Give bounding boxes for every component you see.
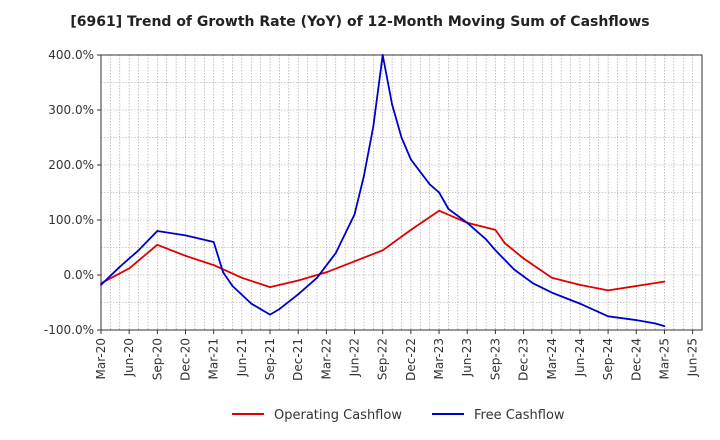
data-point xyxy=(663,280,666,283)
data-point xyxy=(212,264,215,266)
data-point xyxy=(269,286,271,288)
x-tick-label: Dec-21 xyxy=(291,338,305,381)
y-tick-label: 400.0% xyxy=(48,48,94,62)
data-point xyxy=(532,282,534,285)
data-point xyxy=(316,276,318,279)
data-point xyxy=(607,289,609,292)
x-tick-label: Sep-20 xyxy=(150,338,164,380)
x-tick-label: Dec-22 xyxy=(404,338,418,381)
data-point xyxy=(579,302,581,305)
legend-layer: Operating Cashflow Free Cashflow xyxy=(232,408,565,423)
series-line-operating-cashflow xyxy=(100,209,665,292)
grid-layer xyxy=(101,54,702,331)
data-point xyxy=(325,271,328,274)
data-point xyxy=(513,268,516,271)
x-tick-label: Mar-24 xyxy=(545,338,559,379)
chart-title: [6961] Trend of Growth Rate (YoY) of 12-… xyxy=(70,14,650,30)
data-point xyxy=(579,284,581,286)
data-point xyxy=(334,252,337,254)
data-point xyxy=(663,325,666,327)
x-tick-label: Mar-23 xyxy=(432,338,446,379)
x-tick-label: Jun-21 xyxy=(235,338,249,377)
data-point xyxy=(363,175,365,177)
data-point xyxy=(391,103,393,106)
data-point xyxy=(250,302,253,305)
legend-label: Free Cashflow xyxy=(474,408,565,423)
x-tick-label: Jun-24 xyxy=(573,338,587,377)
data-point xyxy=(635,285,638,287)
data-point xyxy=(438,209,440,212)
x-tick-label: Sep-22 xyxy=(376,338,390,380)
data-point xyxy=(184,234,187,237)
data-point xyxy=(550,291,553,294)
data-point xyxy=(372,125,375,128)
data-point xyxy=(222,271,225,274)
data-point xyxy=(400,136,403,139)
data-point xyxy=(494,229,497,231)
data-point xyxy=(381,249,384,252)
y-tick-label: 300.0% xyxy=(48,103,94,117)
data-point xyxy=(128,267,131,270)
data-point xyxy=(550,276,553,279)
y-tick-label: -100.0% xyxy=(44,323,94,337)
x-tick-label: Sep-21 xyxy=(263,338,277,380)
data-point xyxy=(503,242,506,245)
data-point xyxy=(410,158,412,161)
data-point xyxy=(438,191,440,194)
data-point xyxy=(212,241,215,243)
data-point xyxy=(100,284,102,286)
x-tick-label: Jun-20 xyxy=(122,338,136,377)
data-point xyxy=(428,183,431,186)
x-tick-label: Jun-25 xyxy=(686,338,700,377)
data-point xyxy=(137,249,140,252)
data-point xyxy=(381,54,384,56)
data-point xyxy=(297,279,300,282)
legend-label: Operating Cashflow xyxy=(274,408,402,423)
axis-layer: -100.0% 0.0% 100.0% 200.0% 300.0% 400.0% Mar-2… xyxy=(44,48,700,381)
data-point xyxy=(607,315,609,318)
data-point xyxy=(231,285,234,287)
x-tick-label: Mar-20 xyxy=(94,338,108,379)
data-point xyxy=(156,243,159,246)
y-tick-label: 0.0% xyxy=(64,268,95,282)
data-point xyxy=(278,308,281,310)
data-point xyxy=(269,313,271,316)
x-tick-label: Sep-23 xyxy=(488,338,502,380)
x-tick-label: Mar-25 xyxy=(657,338,671,379)
data-point xyxy=(410,229,412,231)
data-point xyxy=(635,319,638,321)
x-tick-label: Dec-20 xyxy=(179,338,193,381)
x-tick-label: Sep-24 xyxy=(601,338,615,380)
data-point xyxy=(485,238,487,241)
x-tick-label: Jun-22 xyxy=(348,338,362,377)
x-tick-label: Mar-21 xyxy=(207,338,221,379)
data-point xyxy=(353,260,356,263)
data-point xyxy=(156,230,159,232)
y-tick-label: 200.0% xyxy=(48,158,94,172)
data-point xyxy=(654,322,656,325)
series-layer xyxy=(100,54,666,327)
x-tick-label: Dec-24 xyxy=(629,338,643,381)
data-point xyxy=(118,265,121,268)
data-point xyxy=(522,257,525,260)
data-point xyxy=(297,293,300,296)
data-point xyxy=(241,276,243,279)
x-tick-label: Dec-23 xyxy=(517,338,531,381)
x-tick-label: Mar-22 xyxy=(319,338,333,379)
data-point xyxy=(184,254,187,257)
data-point xyxy=(353,213,356,216)
data-point xyxy=(494,249,497,252)
data-point xyxy=(466,221,469,224)
plot-frame xyxy=(100,54,703,331)
x-tick-label: Jun-23 xyxy=(460,338,474,377)
y-tick-label: 100.0% xyxy=(48,213,94,227)
data-point xyxy=(447,208,450,210)
